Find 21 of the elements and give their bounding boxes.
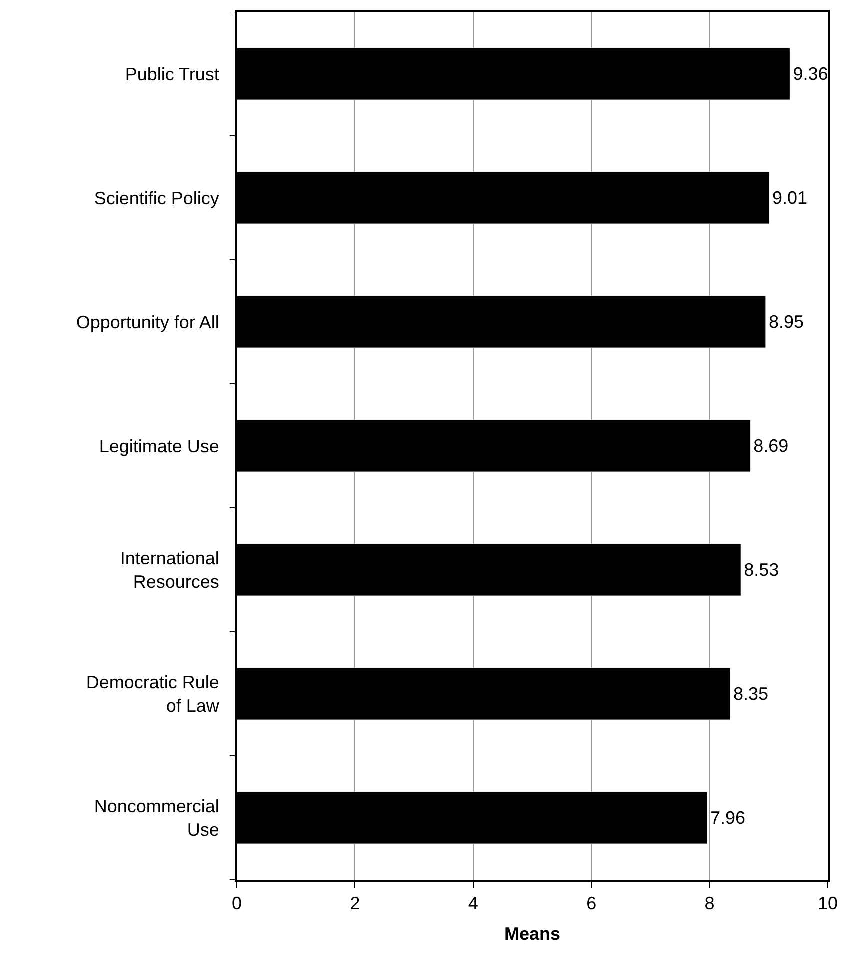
y-tick-label: Public Trust — [125, 64, 220, 84]
data-label: 8.69 — [754, 436, 789, 456]
x-tick-label: 0 — [232, 894, 242, 914]
x-tick-label: 4 — [468, 894, 478, 914]
x-tick-label: 2 — [350, 894, 360, 914]
data-label: 8.95 — [768, 312, 804, 332]
data-label: 8.53 — [744, 560, 780, 580]
y-tick-label: Legitimate Use — [99, 436, 220, 456]
data-label: 7.96 — [710, 808, 746, 828]
x-tick-label: 8 — [704, 894, 715, 914]
data-label: 9.36 — [793, 64, 828, 84]
y-tick-label: International Resources — [120, 548, 220, 592]
y-tick-label: Noncommercial Use — [94, 796, 220, 840]
x-tick-label: 10 — [818, 894, 838, 914]
data-label: 9.01 — [772, 188, 808, 208]
data-label: 8.35 — [733, 684, 769, 704]
y-tick-label: Democratic Rule of Law — [86, 672, 220, 716]
x-axis-title: Means — [504, 924, 561, 944]
y-tick-label: Opportunity for All — [76, 312, 220, 332]
y-tick-label: Scientific Policy — [94, 188, 220, 208]
x-tick-label: 6 — [586, 894, 597, 914]
